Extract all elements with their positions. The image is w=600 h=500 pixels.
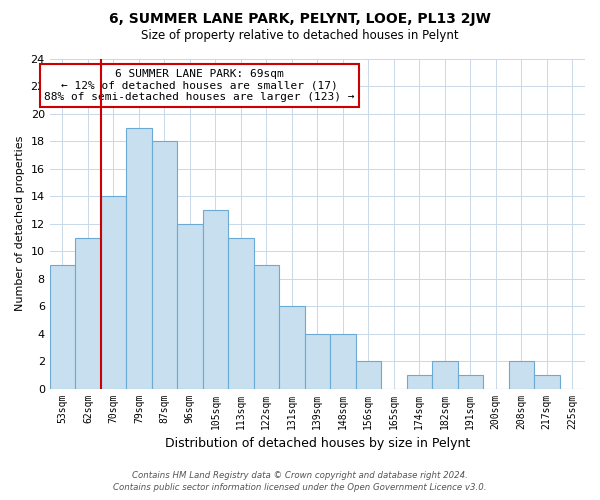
- Bar: [458, 375, 483, 388]
- Bar: [432, 361, 458, 388]
- Bar: [50, 265, 75, 388]
- Bar: [152, 142, 177, 388]
- Y-axis label: Number of detached properties: Number of detached properties: [15, 136, 25, 312]
- Bar: [254, 265, 279, 388]
- Bar: [356, 361, 381, 388]
- Bar: [534, 375, 560, 388]
- Bar: [101, 196, 126, 388]
- X-axis label: Distribution of detached houses by size in Pelynt: Distribution of detached houses by size …: [165, 437, 470, 450]
- Bar: [177, 224, 203, 388]
- Text: 6 SUMMER LANE PARK: 69sqm
← 12% of detached houses are smaller (17)
88% of semi-: 6 SUMMER LANE PARK: 69sqm ← 12% of detac…: [44, 69, 355, 102]
- Bar: [75, 238, 101, 388]
- Text: Size of property relative to detached houses in Pelynt: Size of property relative to detached ho…: [141, 29, 459, 42]
- Bar: [126, 128, 152, 388]
- Bar: [407, 375, 432, 388]
- Bar: [509, 361, 534, 388]
- Bar: [305, 334, 330, 388]
- Bar: [203, 210, 228, 388]
- Bar: [330, 334, 356, 388]
- Text: Contains HM Land Registry data © Crown copyright and database right 2024.
Contai: Contains HM Land Registry data © Crown c…: [113, 471, 487, 492]
- Text: 6, SUMMER LANE PARK, PELYNT, LOOE, PL13 2JW: 6, SUMMER LANE PARK, PELYNT, LOOE, PL13 …: [109, 12, 491, 26]
- Bar: [279, 306, 305, 388]
- Bar: [228, 238, 254, 388]
